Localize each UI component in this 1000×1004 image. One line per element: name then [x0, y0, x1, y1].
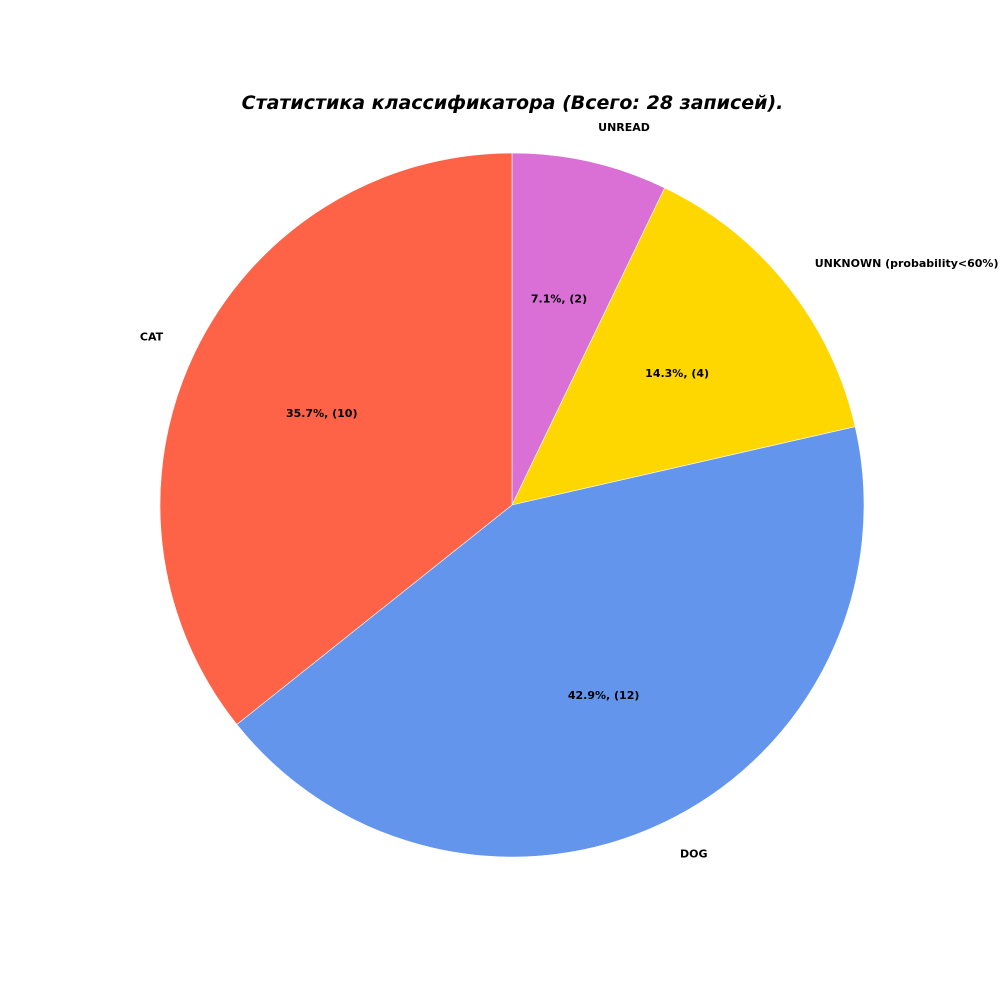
chart-title: Статистика классификатора (Всего: 28 зап… — [241, 92, 784, 114]
pie-slice-cat — [159, 152, 513, 725]
pie-slice-unknown-probability-60 — [511, 187, 856, 506]
pie-category-label-unread: UNREAD — [598, 121, 650, 134]
pie-category-label-cat: CAT — [140, 331, 164, 344]
pie-percent-label-unread: 7.1%, (2) — [531, 293, 587, 306]
pie-percent-label-unknown-probability-60: 14.3%, (4) — [645, 367, 709, 380]
pie-slice-dog — [236, 426, 865, 858]
pie-slice-unread — [511, 152, 666, 506]
pie-percent-label-cat: 35.7%, (10) — [286, 407, 358, 420]
pie-category-label-dog: DOG — [680, 847, 708, 860]
pie-category-label-unknown-probability-60: UNKNOWN (probability<60%) — [815, 257, 999, 270]
pie-percent-label-dog: 42.9%, (12) — [568, 689, 640, 702]
